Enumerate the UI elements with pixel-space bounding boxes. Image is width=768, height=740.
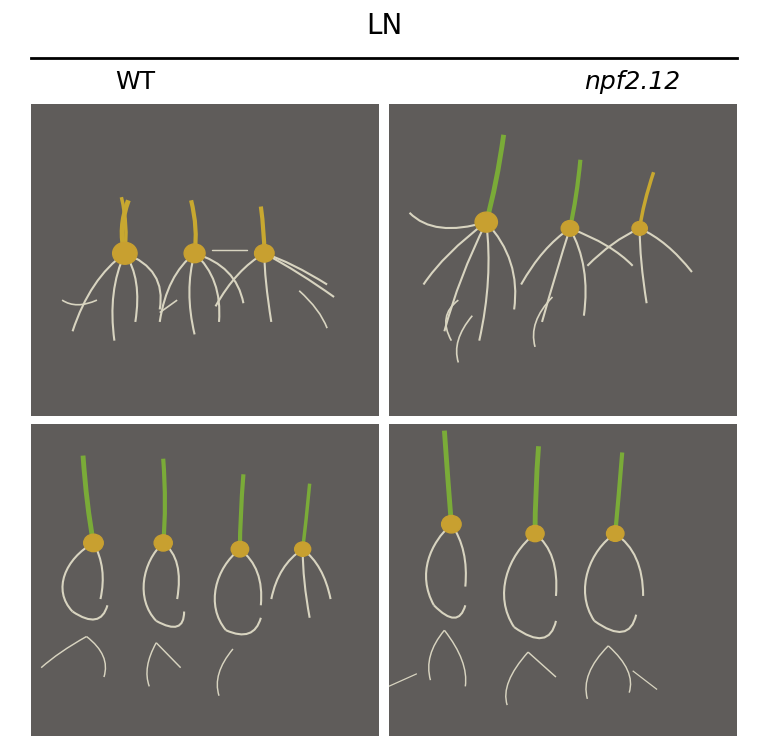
Circle shape [84, 534, 103, 551]
Circle shape [475, 212, 498, 232]
Circle shape [295, 542, 311, 556]
Circle shape [607, 525, 624, 542]
Circle shape [526, 525, 544, 542]
Circle shape [632, 221, 647, 235]
Circle shape [231, 542, 249, 557]
Circle shape [113, 243, 137, 264]
Circle shape [442, 516, 461, 533]
Text: WT: WT [115, 70, 155, 94]
Circle shape [154, 535, 172, 551]
Text: npf2.12: npf2.12 [584, 70, 680, 94]
Circle shape [254, 245, 274, 262]
Circle shape [184, 244, 205, 263]
Circle shape [561, 221, 578, 236]
Text: LN: LN [366, 12, 402, 40]
